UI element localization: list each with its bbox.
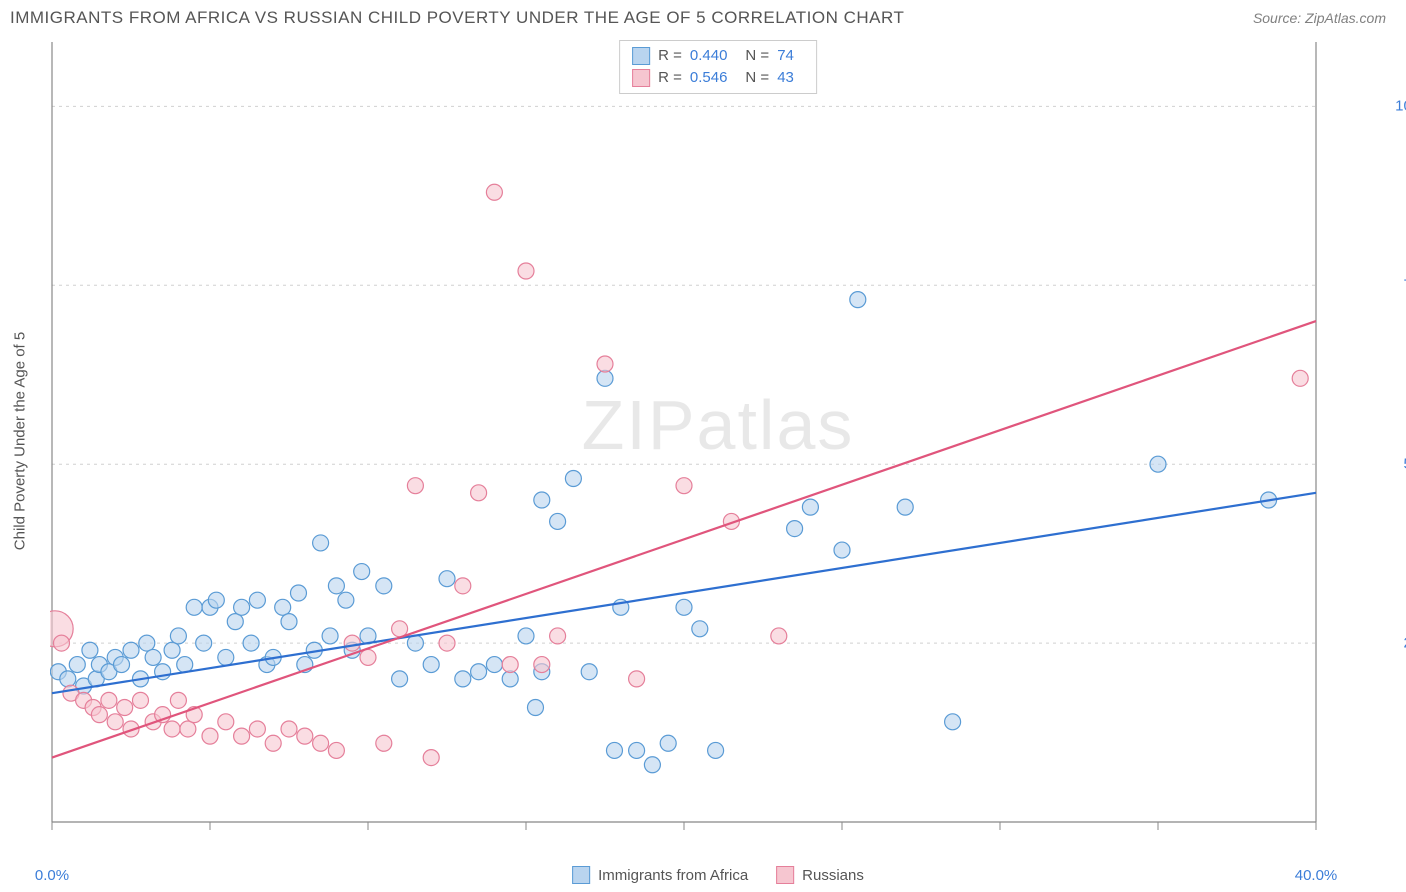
chart-title: IMMIGRANTS FROM AFRICA VS RUSSIAN CHILD …	[10, 8, 904, 28]
chart-area: Child Poverty Under the Age of 5 ZIPatla…	[50, 40, 1386, 842]
legend-correlation-row: R = 0.546 N = 43	[632, 67, 804, 89]
x-tick-label: 0.0%	[35, 867, 69, 884]
n-label: N =	[745, 67, 769, 89]
y-axis-label: Child Poverty Under the Age of 5	[12, 332, 29, 550]
r-value: 0.546	[690, 67, 728, 89]
n-value: 74	[777, 45, 794, 67]
r-label: R =	[658, 67, 682, 89]
legend-correlation: R = 0.440 N = 74 R = 0.546 N = 43	[619, 40, 817, 94]
x-tick-label: 40.0%	[1295, 867, 1338, 884]
n-value: 43	[777, 67, 794, 89]
r-value: 0.440	[690, 45, 728, 67]
legend-series-label: Russians	[802, 867, 864, 884]
legend-series-label: Immigrants from Africa	[598, 867, 748, 884]
legend-series-item: Immigrants from Africa	[572, 866, 748, 884]
legend-swatch	[632, 69, 650, 87]
legend-swatch	[776, 866, 794, 884]
scatter-plot	[50, 40, 1386, 842]
source-attribution: Source: ZipAtlas.com	[1253, 10, 1386, 26]
legend-correlation-row: R = 0.440 N = 74	[632, 45, 804, 67]
y-tick-label: 100.0%	[1395, 98, 1406, 115]
legend-series-item: Russians	[776, 866, 864, 884]
legend-swatch	[572, 866, 590, 884]
n-label: N =	[745, 45, 769, 67]
legend-swatch	[632, 47, 650, 65]
legend-series: Immigrants from Africa Russians	[572, 866, 864, 884]
r-label: R =	[658, 45, 682, 67]
